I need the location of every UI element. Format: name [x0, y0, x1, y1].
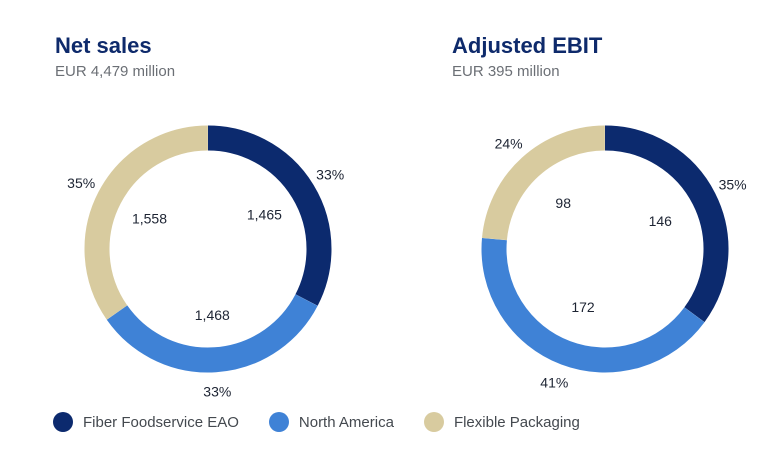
net-sales-slice-north-america [106, 294, 318, 373]
legend-label-fiber-foodservice-eao: Fiber Foodservice EAO [83, 413, 239, 431]
adjusted-ebit-percent-label-north-america: 41% [540, 375, 568, 391]
legend-swatch-flexible-packaging [423, 412, 444, 432]
legend-swatch-fiber-foodservice-eao [53, 412, 73, 432]
adjusted-ebit-subtitle: EUR 395 million [452, 63, 560, 80]
net-sales-value-label-fiber-foodservice-eao: 1,465 [247, 207, 282, 223]
net-sales-percent-label-north-america: 33% [203, 384, 231, 400]
net-sales-percent-label-fiber-foodservice-eao: 33% [316, 167, 344, 183]
legend-item-fiber-foodservice-eao: Fiber Foodservice EAO [53, 412, 239, 432]
legend-label-north-america: North America [298, 413, 394, 431]
adjusted-ebit-value-label-north-america: 172 [571, 299, 595, 315]
net-sales-title: Net sales [55, 33, 152, 58]
net-sales-value-label-flexible-packaging: 1,558 [132, 211, 167, 227]
legend-item-north-america: North America [268, 412, 394, 432]
adjusted-ebit-percent-label-fiber-foodservice-eao: 35% [719, 177, 747, 193]
adjusted-ebit-slice-north-america [481, 237, 705, 373]
legend: Fiber Foodservice EAO North America Flex… [53, 412, 610, 432]
legend-label-flexible-packaging: Flexible Packaging [453, 413, 580, 431]
adjusted-ebit-percent-label-flexible-packaging: 24% [495, 135, 523, 151]
adjusted-ebit-title: Adjusted EBIT [452, 33, 603, 58]
net-sales-donut-chart: 1,465 33% 1,468 33% 1,558 35% [67, 125, 344, 400]
legend-swatch-north-america [268, 412, 289, 432]
net-sales-slice-flexible-packaging [84, 125, 209, 320]
legend-item-flexible-packaging: Flexible Packaging [423, 412, 580, 432]
net-sales-slice-fiber-foodservice-eao [207, 125, 332, 306]
adjusted-ebit-value-label-fiber-foodservice-eao: 146 [649, 213, 673, 229]
net-sales-subtitle: EUR 4,479 million [55, 63, 176, 80]
adjusted-ebit-slice-fiber-foodservice-eao [604, 125, 729, 323]
adjusted-ebit-value-label-flexible-packaging: 98 [555, 195, 571, 211]
adjusted-ebit-donut-chart: 146 35% 172 41% 98 24% [481, 125, 747, 391]
net-sales-value-label-north-america: 1,468 [195, 307, 230, 323]
adjusted-ebit-slice-flexible-packaging [482, 125, 606, 241]
net-sales-percent-label-flexible-packaging: 35% [67, 175, 95, 191]
